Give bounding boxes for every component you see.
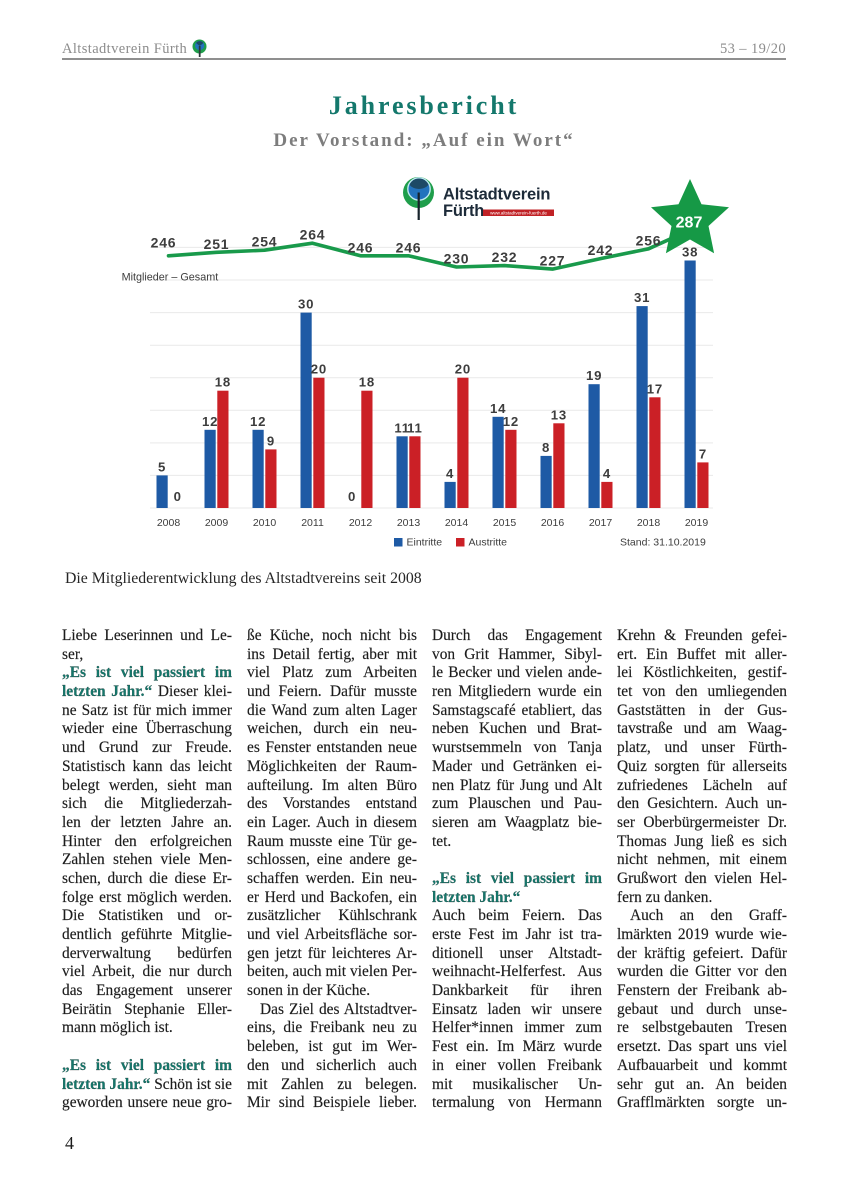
svg-text:256: 256 bbox=[636, 232, 662, 248]
svg-text:2011: 2011 bbox=[301, 517, 324, 529]
svg-text:2014: 2014 bbox=[445, 517, 469, 529]
svg-text:251: 251 bbox=[204, 236, 230, 252]
svg-text:11: 11 bbox=[407, 420, 423, 435]
svg-text:12: 12 bbox=[250, 414, 266, 429]
svg-text:227: 227 bbox=[540, 253, 566, 269]
svg-text:242: 242 bbox=[588, 242, 614, 258]
svg-text:18: 18 bbox=[359, 375, 375, 390]
svg-text:11: 11 bbox=[394, 420, 410, 435]
svg-text:38: 38 bbox=[682, 245, 698, 260]
svg-text:8: 8 bbox=[542, 440, 550, 455]
svg-text:Mitglieder – Gesamt: Mitglieder – Gesamt bbox=[122, 272, 219, 284]
svg-text:17: 17 bbox=[647, 381, 663, 396]
svg-text:www.altstadtverein-fuerth.de: www.altstadtverein-fuerth.de bbox=[490, 211, 547, 216]
svg-text:9: 9 bbox=[267, 433, 275, 448]
svg-text:Eintritte: Eintritte bbox=[407, 537, 443, 549]
svg-text:4: 4 bbox=[603, 466, 611, 481]
svg-text:2012: 2012 bbox=[349, 517, 373, 529]
svg-text:4: 4 bbox=[446, 466, 454, 481]
svg-text:230: 230 bbox=[444, 251, 470, 267]
svg-text:20: 20 bbox=[455, 362, 471, 377]
svg-text:12: 12 bbox=[503, 414, 519, 429]
svg-text:Austritte: Austritte bbox=[469, 537, 508, 549]
svg-text:2013: 2013 bbox=[397, 517, 421, 529]
svg-text:232: 232 bbox=[492, 249, 518, 265]
svg-text:246: 246 bbox=[396, 239, 422, 255]
svg-text:Altstadtverein: Altstadtverein bbox=[443, 186, 550, 204]
svg-text:Stand: 31.10.2019: Stand: 31.10.2019 bbox=[620, 537, 706, 549]
svg-text:Fürth: Fürth bbox=[443, 202, 484, 220]
svg-text:246: 246 bbox=[151, 234, 177, 250]
svg-text:246: 246 bbox=[348, 239, 374, 255]
svg-text:264: 264 bbox=[300, 227, 326, 243]
svg-text:2019: 2019 bbox=[685, 517, 709, 529]
svg-text:12: 12 bbox=[202, 414, 218, 429]
svg-text:0: 0 bbox=[174, 489, 181, 504]
svg-text:2008: 2008 bbox=[157, 517, 181, 529]
svg-text:5: 5 bbox=[158, 459, 166, 474]
svg-text:19: 19 bbox=[586, 368, 602, 383]
svg-text:20: 20 bbox=[311, 362, 327, 377]
svg-text:2009: 2009 bbox=[205, 517, 229, 529]
svg-text:2017: 2017 bbox=[589, 517, 613, 529]
svg-text:287: 287 bbox=[676, 215, 703, 232]
svg-text:2018: 2018 bbox=[637, 517, 661, 529]
svg-text:254: 254 bbox=[252, 234, 278, 250]
svg-text:0: 0 bbox=[348, 489, 355, 504]
svg-text:13: 13 bbox=[551, 407, 567, 422]
svg-text:18: 18 bbox=[215, 375, 231, 390]
svg-text:2010: 2010 bbox=[253, 517, 277, 529]
svg-text:2016: 2016 bbox=[541, 517, 565, 529]
svg-text:14: 14 bbox=[490, 401, 506, 416]
svg-text:31: 31 bbox=[634, 290, 650, 305]
svg-text:7: 7 bbox=[699, 446, 707, 461]
svg-text:2015: 2015 bbox=[493, 517, 517, 529]
svg-text:30: 30 bbox=[298, 297, 314, 312]
